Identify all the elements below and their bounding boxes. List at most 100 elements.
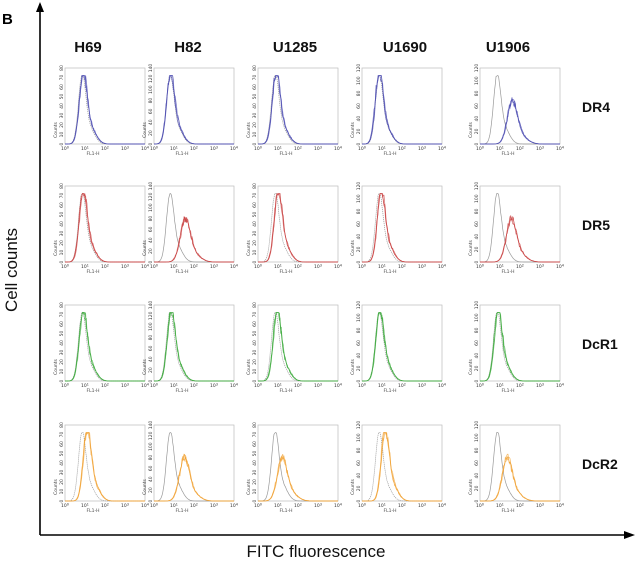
y-tick-label: 40 bbox=[474, 353, 480, 359]
y-tick-label: 70 bbox=[252, 193, 258, 199]
stained-curve bbox=[258, 192, 338, 263]
x-tick-label: 100 bbox=[61, 502, 69, 509]
y-tick-label: 60 bbox=[148, 108, 154, 114]
y-tick-label: 20 bbox=[356, 128, 362, 134]
stained-curve bbox=[362, 193, 442, 263]
x-tick-label: 102 bbox=[101, 502, 109, 509]
control-isotype-curve bbox=[65, 75, 145, 145]
panel-letter: B bbox=[2, 11, 13, 28]
y-tick-label: 30 bbox=[252, 350, 258, 356]
y-tick-label: 60 bbox=[59, 202, 65, 208]
plot-frame bbox=[361, 67, 443, 145]
subplot-xlabel: FL1-H bbox=[384, 508, 397, 514]
x-tick-label: 102 bbox=[190, 502, 198, 509]
control-isotype-curve bbox=[362, 432, 442, 502]
subplot-ylabel: Counts bbox=[350, 239, 356, 255]
y-tick-label: 0 bbox=[148, 379, 154, 382]
x-tick-label: 103 bbox=[418, 502, 426, 509]
x-tick-label: 102 bbox=[294, 502, 302, 509]
y-tick-label: 120 bbox=[356, 421, 362, 430]
stained-curve bbox=[480, 456, 560, 502]
x-tick-label: 100 bbox=[254, 263, 262, 270]
subplot-xlabel: FL1-H bbox=[502, 269, 515, 275]
y-tick-label: 20 bbox=[148, 367, 154, 373]
y-tick-label: 60 bbox=[474, 103, 480, 109]
subplot-ylabel: Counts bbox=[350, 121, 356, 137]
x-tick-label: 101 bbox=[81, 502, 89, 509]
x-tick-label: 103 bbox=[418, 145, 426, 152]
subplot-xlabel: FL1-H bbox=[176, 508, 189, 514]
x-tick-label: 103 bbox=[210, 502, 218, 509]
y-tick-label: 60 bbox=[148, 465, 154, 471]
column-label-h69: H69 bbox=[74, 39, 102, 56]
plot-frame bbox=[361, 424, 443, 502]
stained-curve bbox=[362, 312, 442, 382]
x-tick-label: 103 bbox=[121, 145, 129, 152]
control-isotype-curve bbox=[65, 312, 145, 382]
histogram-dcr2-h69: 0 10 20 30 40 50 60 70 80 Counts 100 101 102 103 104 FL… bbox=[53, 422, 149, 514]
y-tick-label: 10 bbox=[252, 250, 258, 256]
y-tick-label: 60 bbox=[59, 441, 65, 447]
x-tick-label: 102 bbox=[190, 145, 198, 152]
y-tick-label: 0 bbox=[59, 142, 65, 145]
x-tick-label: 103 bbox=[536, 145, 544, 152]
x-tick-label: 102 bbox=[516, 502, 524, 509]
y-tick-label: 20 bbox=[252, 122, 258, 128]
y-tick-label: 20 bbox=[474, 365, 480, 371]
y-tick-label: 20 bbox=[356, 246, 362, 252]
x-tick-label: 104 bbox=[141, 382, 149, 389]
y-tick-label: 70 bbox=[252, 75, 258, 81]
stained-curve bbox=[154, 312, 234, 382]
histogram-dr5-h69: 0 10 20 30 40 50 60 70 80 Counts 100 101 102 103 104 FL… bbox=[53, 183, 149, 275]
y-tick-label: 0 bbox=[59, 379, 65, 382]
y-tick-label: 20 bbox=[356, 365, 362, 371]
y-tick-label: 40 bbox=[252, 340, 258, 346]
x-tick-label: 102 bbox=[190, 263, 198, 270]
x-tick-label: 104 bbox=[141, 502, 149, 509]
y-tick-label: 120 bbox=[356, 182, 362, 191]
y-tick-label: 20 bbox=[252, 240, 258, 246]
x-tick-label: 100 bbox=[358, 263, 366, 270]
y-tick-label: 0 bbox=[356, 379, 362, 382]
x-tick-label: 100 bbox=[358, 145, 366, 152]
control-isotype-curve bbox=[480, 432, 560, 502]
y-tick-label: 100 bbox=[356, 194, 362, 203]
control-isotype-curve bbox=[480, 193, 560, 263]
plot-frame bbox=[257, 424, 339, 502]
y-tick-label: 10 bbox=[59, 250, 65, 256]
stained-curve bbox=[64, 193, 145, 263]
y-tick-label: 120 bbox=[356, 301, 362, 310]
stained-curve bbox=[153, 312, 234, 382]
stained-curve bbox=[65, 432, 145, 502]
y-tick-label: 0 bbox=[252, 499, 258, 502]
x-tick-label: 100 bbox=[476, 263, 484, 270]
y-tick-label: 0 bbox=[252, 260, 258, 263]
y-tick-label: 40 bbox=[148, 476, 154, 482]
stained-curve bbox=[65, 311, 145, 382]
x-tick-label: 103 bbox=[121, 502, 129, 509]
x-tick-label: 103 bbox=[418, 263, 426, 270]
stained-curve bbox=[361, 75, 442, 145]
y-tick-label: 0 bbox=[356, 260, 362, 263]
x-tick-label: 100 bbox=[150, 263, 158, 270]
y-tick-label: 10 bbox=[252, 132, 258, 138]
subplot-ylabel: Counts bbox=[468, 478, 474, 494]
y-tick-label: 100 bbox=[474, 313, 480, 322]
y-tick-label: 0 bbox=[474, 260, 480, 263]
x-tick-label: 100 bbox=[476, 145, 484, 152]
x-tick-label: 104 bbox=[556, 145, 564, 152]
x-tick-label: 102 bbox=[101, 263, 109, 270]
x-tick-label: 102 bbox=[101, 382, 109, 389]
subplot-ylabel: Counts bbox=[468, 121, 474, 137]
y-tick-label: 60 bbox=[356, 103, 362, 109]
y-tick-label: 80 bbox=[474, 447, 480, 453]
y-tick-label: 40 bbox=[59, 340, 65, 346]
x-tick-label: 103 bbox=[314, 263, 322, 270]
x-tick-label: 104 bbox=[334, 502, 342, 509]
stained-curve bbox=[258, 312, 338, 382]
subplot-ylabel: Counts bbox=[142, 358, 148, 374]
y-tick-label: 80 bbox=[148, 98, 154, 104]
subplot-ylabel: Counts bbox=[53, 358, 59, 374]
subplot-ylabel: Counts bbox=[246, 121, 252, 137]
x-tick-label: 101 bbox=[170, 263, 178, 270]
